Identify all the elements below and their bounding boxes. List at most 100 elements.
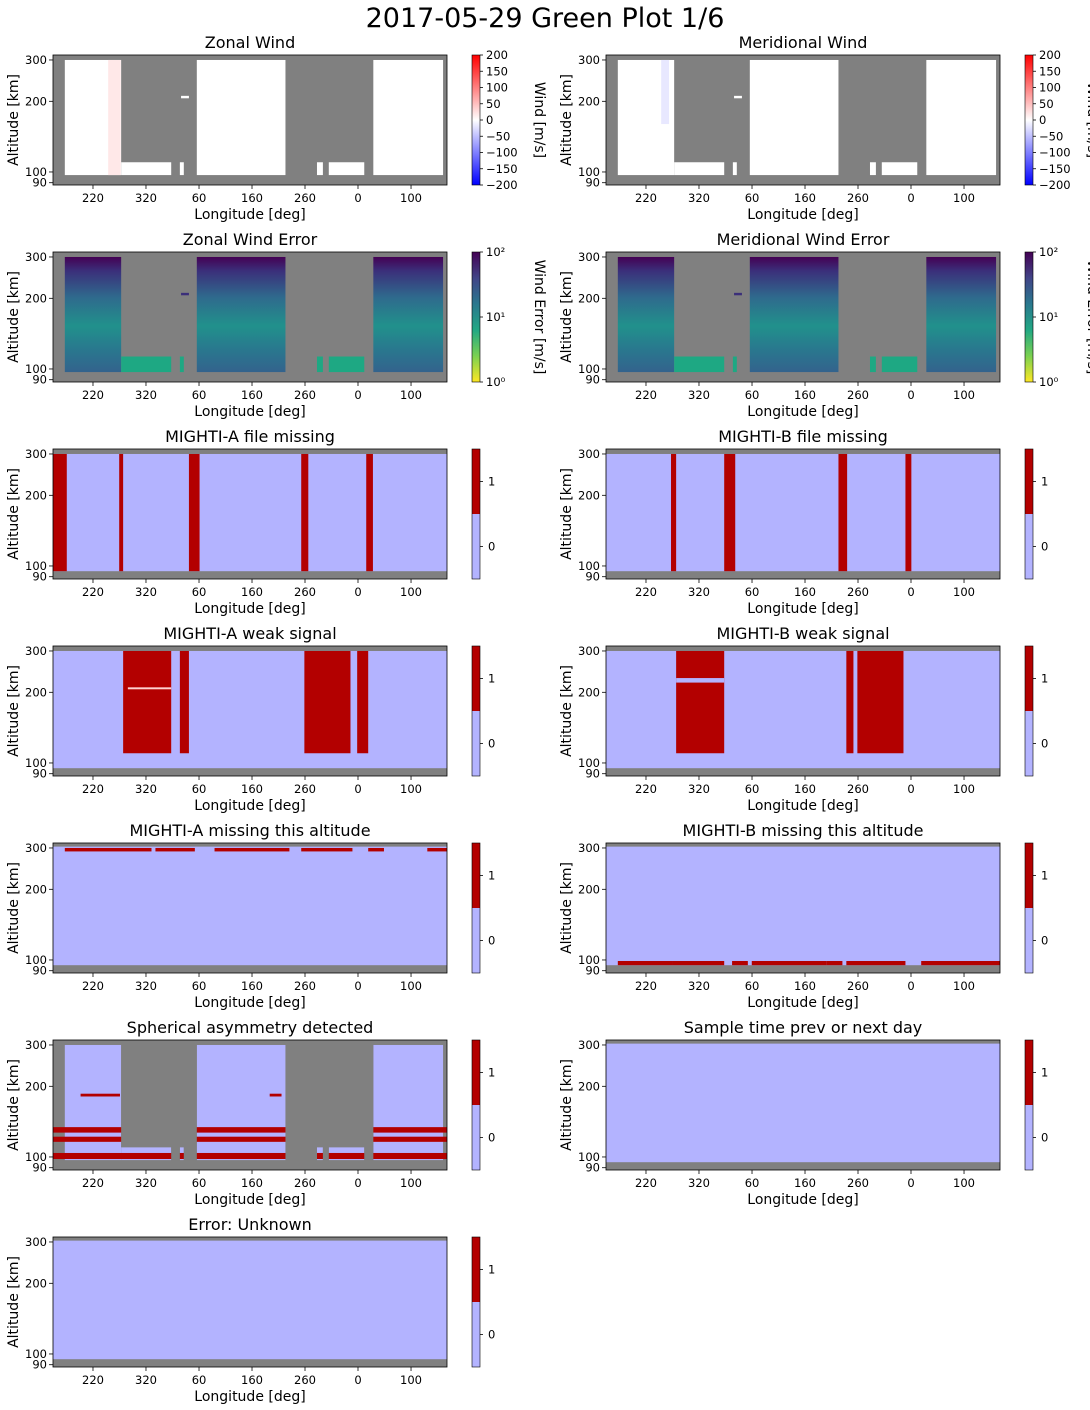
zonal_wind_error-colorbar-tick-label: 10¹ [486,310,505,324]
meridional_wind-colorbar-label: Wind [m/s] [1084,82,1090,158]
zonal_wind-xtick-label: 320 [135,191,157,205]
sample_time-xtick-label: 100 [953,1176,975,1190]
meridional_wind-data-tint [661,59,670,125]
zonal_wind-data-block [373,59,444,176]
zonal_wind-colorbar-frame [471,54,481,186]
zonal_wind-data-fleck [181,95,189,99]
b_missing_alt-flag-on [732,960,748,966]
spherical_asym-xtick-label: 320 [135,1176,157,1190]
zonal_wind_error-frame [52,251,448,383]
b_file_missing-ytick-label: 90 [585,570,600,584]
sample_time-ytick-label: 90 [585,1161,600,1175]
sample_time-xtick-label: 0 [907,1176,914,1190]
a_file_missing-xtick-label: 160 [241,585,263,599]
b_weak_signal-colorbar-frame [1024,645,1034,777]
a_file_missing-colorbar-tick-label: 0 [488,540,495,554]
spherical_asym-colorbar-off [472,1105,480,1170]
error_unknown-xtick-label: 160 [241,1373,263,1387]
meridional_wind_error-colorbar-tick-label: 10² [1039,245,1058,259]
zonal_wind-colorbar-tick-label: −200 [486,178,518,192]
error_unknown-title: Error: Unknown [188,1215,311,1234]
b_weak_signal-ytick-label: 200 [578,685,600,699]
b_weak_signal-colorbar-tick-label: 0 [1041,737,1048,751]
zonal_wind_error-data-block-low [121,356,172,373]
spherical_asym-flag-off [64,1044,122,1161]
spherical_asym-ytick-label: 200 [25,1079,47,1093]
zonal_wind-xtick-label: 260 [294,191,316,205]
b_weak_signal-xtick-label: 260 [847,782,869,796]
a_weak_signal-xtick-label: 60 [192,782,207,796]
a_file_missing-colorbar-on [472,449,480,514]
zonal_wind-colorbar-tick-label: −150 [486,162,518,176]
spherical_asym-flag-off [196,1044,286,1161]
a_weak_signal-ytick-label: 100 [25,756,47,770]
zonal_wind_error-xtick-label: 100 [400,388,422,402]
error_unknown-xtick-label: 220 [82,1373,104,1387]
b_weak_signal-xtick-label: 320 [688,782,710,796]
b_file_missing-xtick-label: 320 [688,585,710,599]
a_file_missing-ytick-label: 90 [32,570,47,584]
spherical_asym-gap [183,1147,197,1170]
b_weak_signal-colorbar-off [1025,711,1033,776]
spherical_asym-title: Spherical asymmetry detected [127,1018,374,1037]
zonal_wind_error-data-block-low [179,356,184,373]
sample_time-colorbar-tick-label: 0 [1041,1131,1048,1145]
a_missing_alt-colorbar-tick-label: 1 [488,869,495,883]
meridional_wind-data-block-low [869,162,876,176]
a_weak_signal-flag-on [304,650,351,754]
zonal_wind_error-xtick-label: 0 [354,388,361,402]
a_weak_signal-ytick-label: 200 [25,685,47,699]
a_file_missing-ytick-label: 100 [25,559,47,573]
b_weak_signal-title: MIGHTI-B weak signal [716,624,889,643]
meridional_wind-xtick-label: 100 [953,191,975,205]
zonal_wind-colorbar-tick-label: 200 [486,48,508,62]
b_weak_signal-ytick-label: 100 [578,756,600,770]
b_file_missing-flag-on [671,453,677,572]
a_weak_signal-xtick-label: 100 [400,782,422,796]
a_file_missing-flag-on [366,453,373,572]
a_weak_signal-colorbar-on [472,646,480,711]
error_unknown-xtick-label: 320 [135,1373,157,1387]
meridional_wind_error-ytick-label: 100 [578,362,600,376]
meridional_wind_error-colorbar-tick-label: 10⁰ [1039,375,1059,389]
a_weak_signal-flag-on [123,650,172,754]
zonal_wind-colorbar [472,55,480,185]
b_missing_alt-ytick-label: 90 [585,964,600,978]
b_weak_signal-flag-on [857,650,904,754]
a_file_missing-flag-on [119,453,124,572]
meridional_wind-colorbar-frame [1024,54,1034,186]
error_unknown-colorbar-on [472,1237,480,1302]
meridional_wind_error-data-block-low [674,356,725,373]
a_file_missing-flag-on [301,453,309,572]
a_file_missing-xtick-label: 60 [192,585,207,599]
sample_time-frame [605,1039,1001,1171]
error_unknown-flag-off [53,1240,447,1360]
meridional_wind_error-data-block [749,256,839,373]
b_file_missing-flag-off [606,453,1000,572]
b_weak_signal-flag-gap [676,678,725,683]
zonal_wind_error-data-block-low [316,356,323,373]
spherical_asym-flag-on [80,1093,120,1097]
b_missing_alt-xtick-label: 160 [794,979,816,993]
b_weak_signal-xtick-label: 0 [907,782,914,796]
b_weak_signal-xtick-label: 60 [745,782,760,796]
a_missing_alt-ylabel: Altitude [km] [6,862,22,954]
meridional_wind-xtick-label: 0 [907,191,914,205]
sample_time-xlabel: Longitude [deg] [747,1192,858,1208]
b_missing_alt-colorbar-tick-label: 0 [1041,934,1048,948]
meridional_wind-data-block-low [674,162,725,176]
meridional_wind-colorbar-tick-label: −150 [1039,162,1071,176]
zonal_wind-xtick-label: 60 [192,191,207,205]
sample_time-panel: Sample time prev or next day901002003002… [559,1018,1048,1208]
b_file_missing-xtick-label: 220 [635,585,657,599]
error_unknown-colorbar-tick-label: 1 [488,1263,495,1277]
error_unknown-xtick-label: 260 [294,1373,316,1387]
b_missing_alt-xtick-label: 0 [907,979,914,993]
zonal_wind-colorbar-tick-label: 150 [486,64,508,78]
meridional_wind-ytick-label: 90 [585,176,600,190]
zonal_wind-ytick-label: 100 [25,165,47,179]
a_missing_alt-frame [52,842,448,974]
a_missing_alt-ytick-label: 200 [25,882,47,896]
a_file_missing-ylabel: Altitude [km] [6,468,22,560]
